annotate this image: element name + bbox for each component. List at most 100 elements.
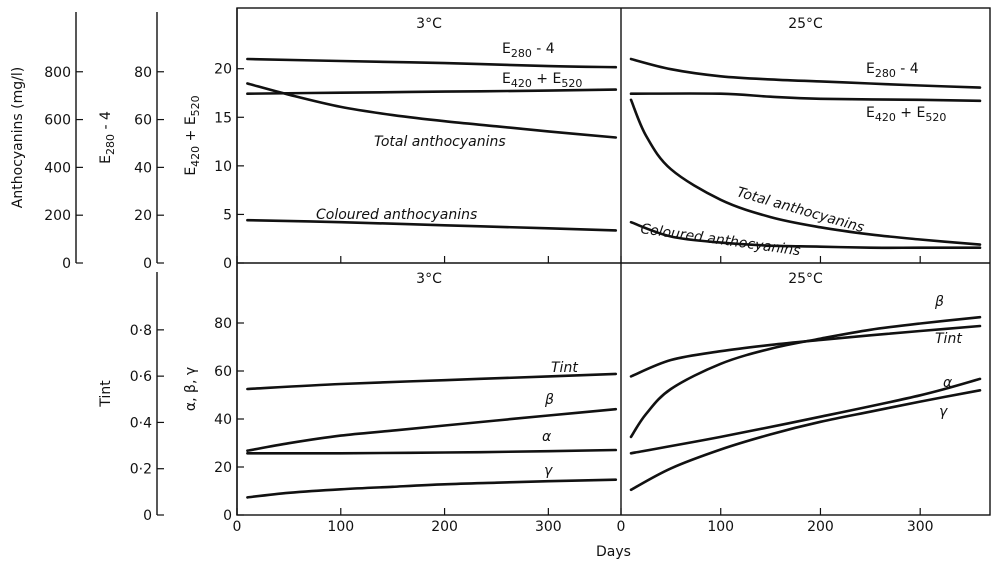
series-label-x: γ [544,463,553,479]
label-part: E [866,105,875,121]
x-tick-label: 100 [707,519,734,535]
series-line-x [246,448,618,455]
series-label-total-anthocyanins: Total anthocyanins [735,184,866,236]
y-tick-label: 0 [62,256,71,272]
x-tick-label: 200 [431,519,458,535]
series-label-x: α [542,429,552,445]
y-tick-label: 20 [214,62,232,78]
y-tick-label: 0·6 [130,369,152,385]
x-tick-label: 200 [807,519,834,535]
series-label-e420-e520: E420 + E520 [866,105,946,124]
y-tick-label: 0·4 [130,415,152,431]
y-tick-label: 0·8 [130,323,152,339]
x-tick-label: 300 [535,519,562,535]
x-tick-label: 300 [907,519,934,535]
series-label-x: α [943,375,953,391]
series-line-e280-4 [629,57,982,89]
series-line-x [629,377,982,455]
y-tick-label: 0 [143,508,152,524]
label-part: + E [532,71,561,87]
y-tick-label: 5 [223,207,232,223]
x-tick-label: 100 [327,519,354,535]
series-label-e280-4: E280 - 4 [866,61,919,80]
label-part: 280 [104,134,117,155]
panel-title: 25°C [788,271,823,287]
series-line-e420-e520 [629,92,982,103]
label-part: E [502,41,511,57]
series-line-e420-e520 [246,88,618,95]
y-tick-label: 40 [214,412,232,428]
y-axis-alpha-beta-gamma-label: α, β, γ [183,367,199,411]
label-part: E [866,61,875,77]
y-tick-label: 20 [214,460,232,476]
series-line-coloured-anthocyanins [629,220,982,250]
y-tick-label: 20 [134,208,152,224]
series-line-x [629,315,982,439]
label-part: 520 [189,95,202,116]
y-tick-label: 0 [223,508,232,524]
label-part: + E [183,116,199,145]
series-line-total-anthocyanins [629,98,982,246]
y-axis-anthocyanins: 0 200 400 600 800 Anthocyanins (mg/l) [10,12,83,272]
series-label-coloured-anthocyanins: Coloured anthocyanins [316,207,477,223]
y-axis-anthocyanins-label: Anthocyanins (mg/l) [10,67,26,208]
label-part: 280 [511,47,532,60]
series-line-x [246,478,618,499]
series-line-x [246,407,618,452]
x-tick-label: 0 [617,519,626,535]
series-label-coloured-anthocyanins: Coloured anthocyanins [639,221,801,259]
x-axis-label: Days [596,544,631,560]
series-line-total-anthocyanins [246,82,618,139]
y-axis-tint: 0 0·2 0·4 0·6 0·8 Tint [98,272,164,524]
panel-4: 25°C β Tint αγ [629,271,982,492]
y-axis-e280: 0 20 40 60 80 E280 - 4 [98,12,164,272]
y-tick-label: 0 [223,256,232,272]
label-part: E [502,71,511,87]
series-label-e280-4: E280 - 4 [502,41,555,60]
series-line-coloured-anthocyanins [246,218,618,232]
panel-3: 3°C Tint β α γ [246,271,618,499]
y-axis-e420-e520: 0 5 10 15 20 E420 + E520 [183,8,244,272]
x-tick-label: 0 [233,519,242,535]
label-part: + E [896,105,925,121]
series-line-tint [246,372,618,391]
y-tick-label: 80 [134,65,152,81]
y-tick-label: 60 [214,364,232,380]
series-label-x: β [934,294,944,310]
label-part: - 4 [98,111,114,134]
y-tick-label: 800 [44,65,71,81]
series-line-tint [629,324,982,378]
y-tick-label: 15 [214,110,232,126]
y-tick-label: 60 [134,113,152,129]
label-part: 520 [561,77,582,90]
panel-title: 3°C [416,271,442,287]
label-part: E [183,167,199,176]
label-part: 420 [875,111,896,124]
label-part: 420 [511,77,532,90]
series-label-total-anthocyanins: Total anthocyanins [374,134,506,150]
y-axis-e420-e520-label: E420 + E520 [183,95,202,175]
series-label-tint: Tint [551,360,578,376]
label-part: 520 [925,111,946,124]
label-part: E [98,155,114,164]
label-part: - 4 [896,61,919,77]
label-part: 280 [875,67,896,80]
y-tick-label: 0 [143,256,152,272]
series-label-e420-e520: E420 + E520 [502,71,582,90]
y-tick-label: 10 [214,159,232,175]
y-tick-label: 0·2 [130,462,152,478]
y-tick-label: 200 [44,208,71,224]
y-axis-tint-label: Tint [98,380,114,408]
y-tick-label: 600 [44,113,71,129]
y-tick-label: 80 [214,316,232,332]
label-part: 420 [189,146,202,167]
series-line-e280-4 [246,57,618,69]
y-axis-alpha-beta-gamma: 0 20 40 60 80 α, β, γ [183,263,244,524]
series-label-tint: Tint [935,331,962,347]
series-label-x: β [544,392,554,408]
